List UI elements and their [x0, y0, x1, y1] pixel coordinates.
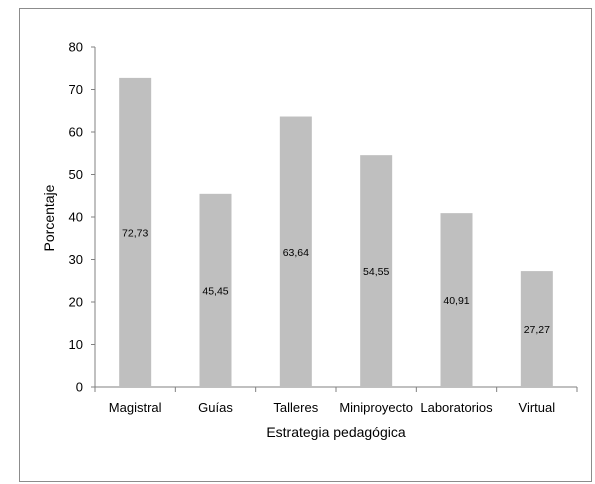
- y-tick-label: 30: [69, 252, 83, 267]
- bar-4: [360, 155, 393, 387]
- bar-value-label: 63,64: [283, 247, 309, 259]
- bar-6: [520, 271, 553, 387]
- bars: [119, 77, 553, 388]
- y-tick-label: 50: [69, 167, 83, 182]
- x-tick-label: Miniproyecto: [339, 400, 413, 415]
- y-axis: 0 10 20 30 40 50 60 70 80: [69, 40, 96, 395]
- y-tick-label: 0: [76, 380, 83, 395]
- y-tick-label: 10: [69, 337, 83, 352]
- x-tick-label: Talleres: [273, 400, 318, 415]
- bar-value-label: 45,45: [202, 285, 228, 297]
- y-tick-label: 40: [69, 210, 83, 225]
- bar-2: [199, 193, 232, 387]
- bar-3: [279, 116, 312, 387]
- bar-5: [440, 213, 473, 387]
- y-tick-label: 60: [69, 125, 83, 140]
- y-tick-label: 80: [69, 40, 83, 55]
- bar-value-label: 40,91: [443, 295, 469, 307]
- y-axis-title: Porcentaje: [41, 184, 57, 251]
- x-tick-label: Magistral: [109, 400, 162, 415]
- x-tick-label: Laboratorios: [420, 400, 493, 415]
- bar-value-label: 72,73: [122, 227, 148, 239]
- data-labels: 72,73 45,45 63,64 54,55 40,91 27,27: [122, 227, 550, 336]
- x-tick-label: Guías: [198, 400, 233, 415]
- y-tick-label: 20: [69, 295, 83, 310]
- bar-1: [119, 77, 152, 388]
- bar-value-label: 54,55: [363, 266, 389, 278]
- bar-value-label: 27,27: [524, 324, 550, 336]
- x-axis: Magistral Guías Talleres Miniproyecto Labora…: [94, 386, 578, 415]
- x-tick-label: Virtual: [519, 400, 556, 415]
- x-axis-title: Estrategia pedagógica: [266, 424, 406, 440]
- y-tick-label: 70: [69, 82, 83, 97]
